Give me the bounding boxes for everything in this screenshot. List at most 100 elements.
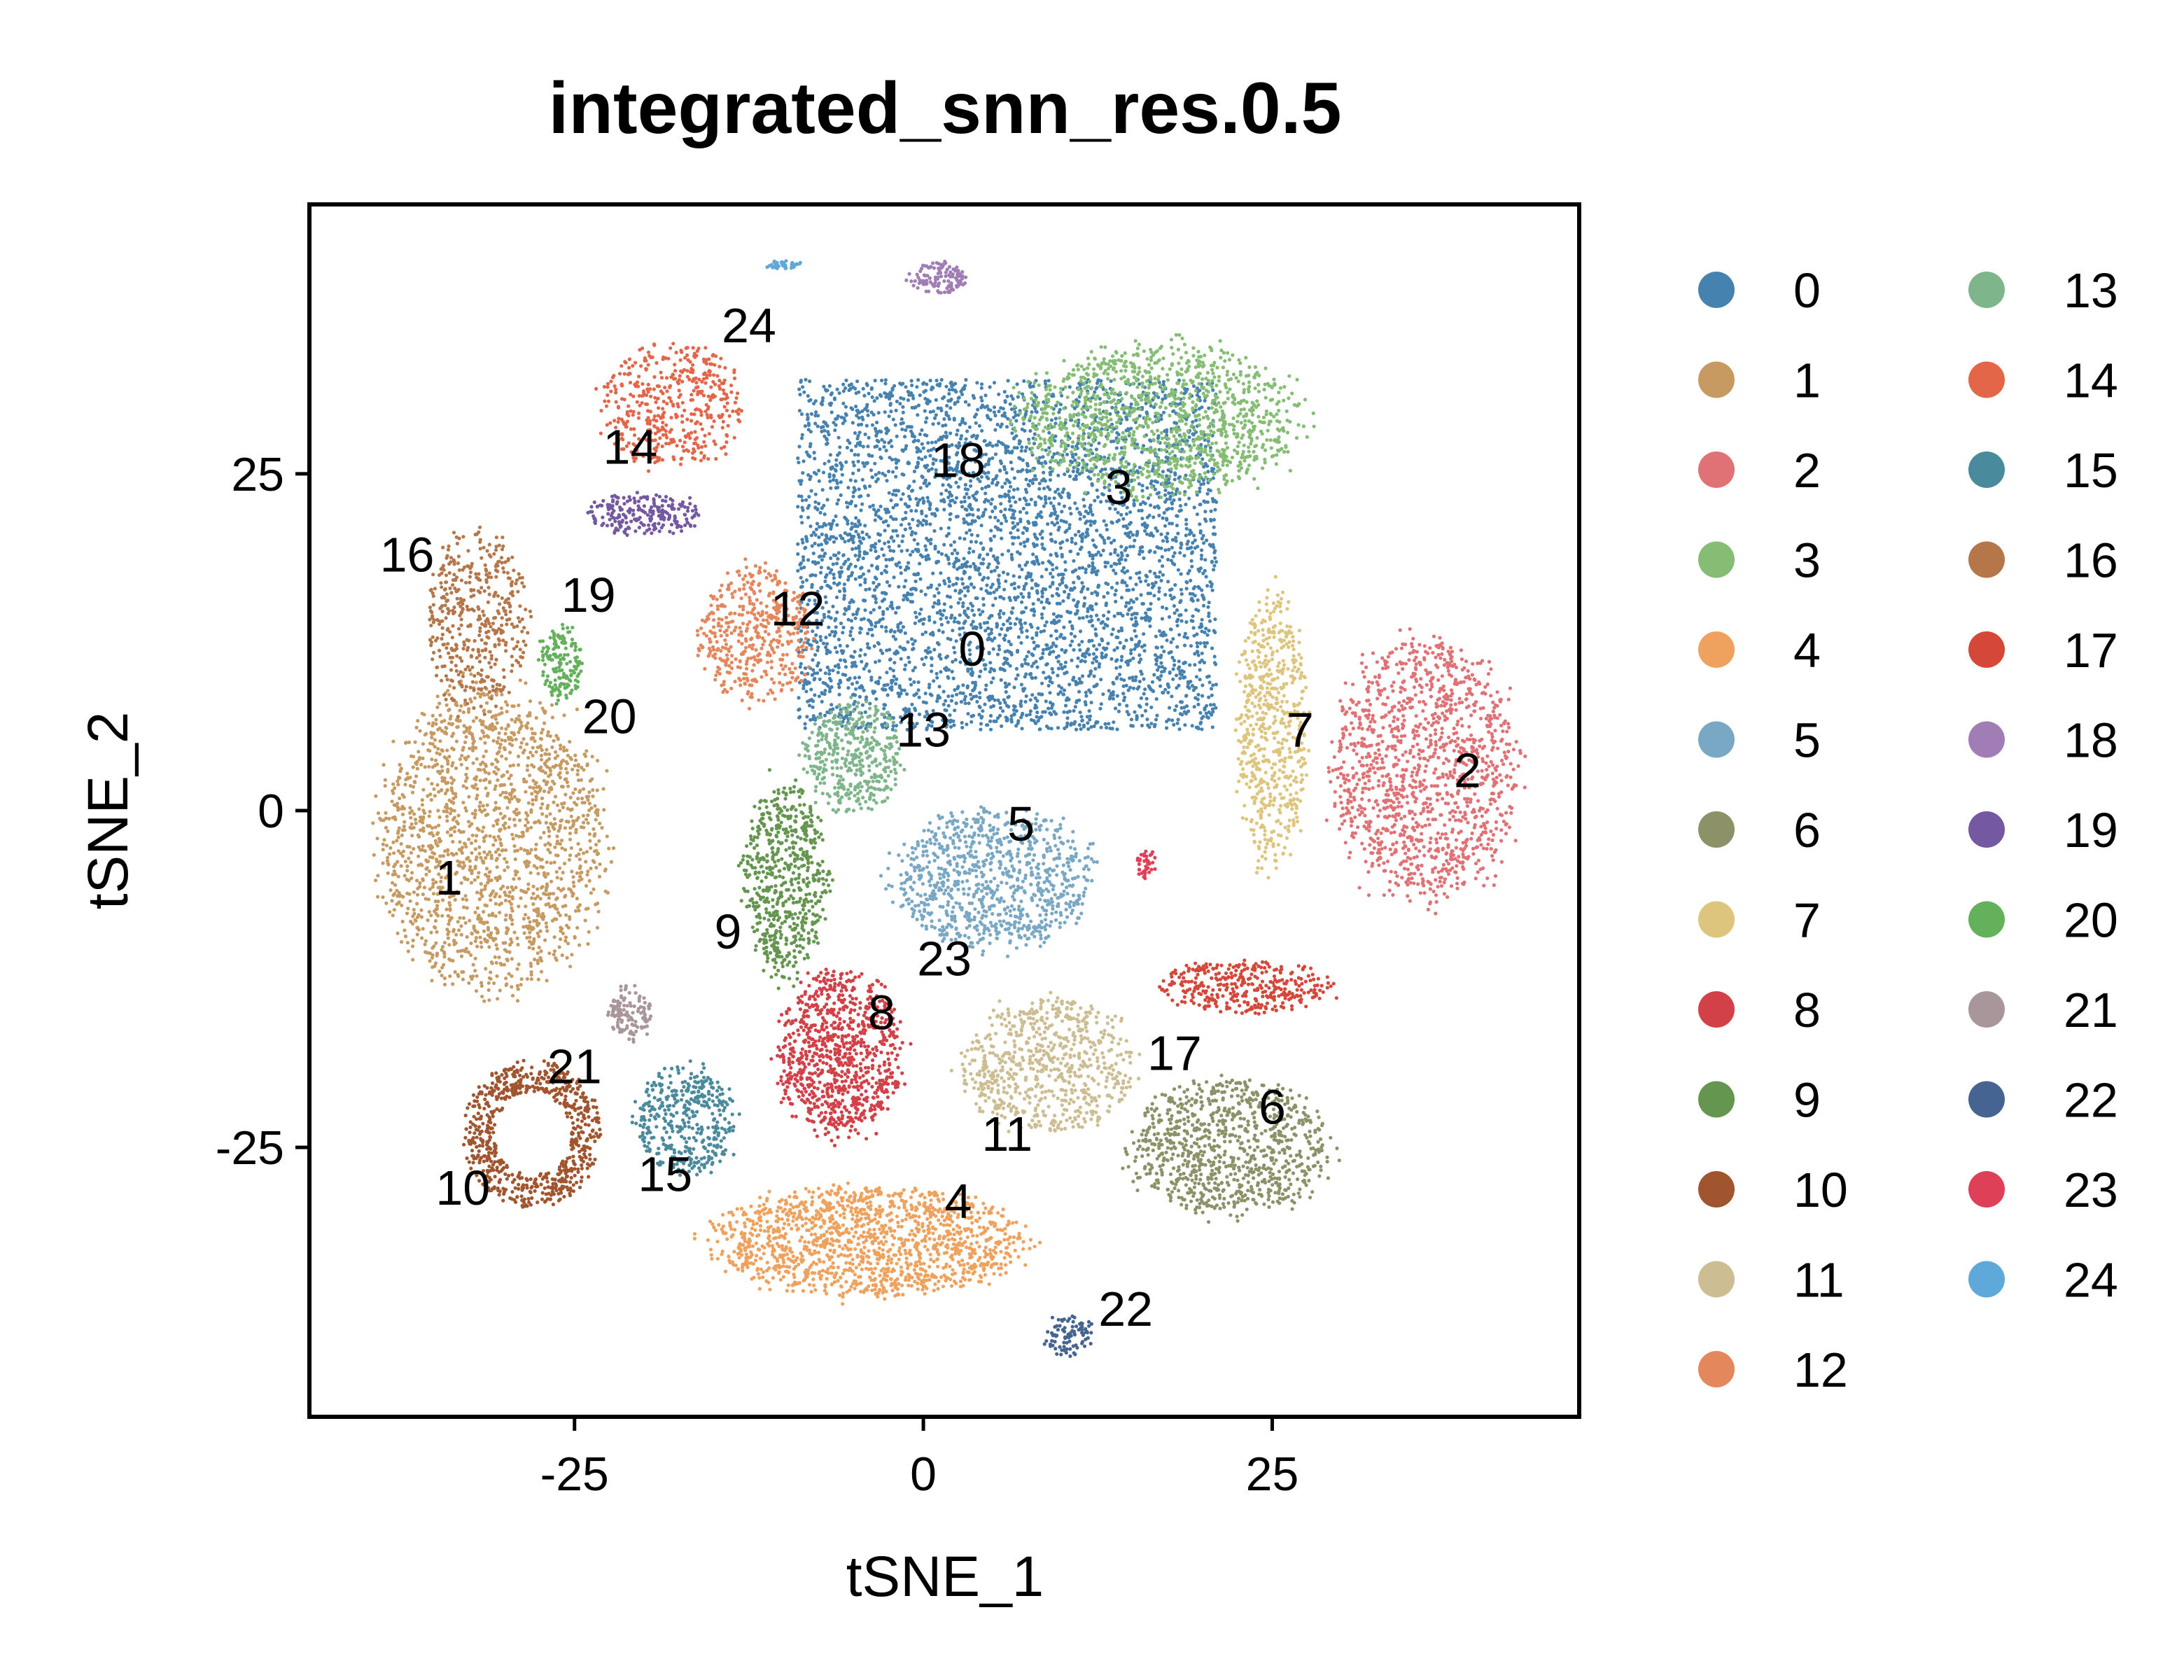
legend-label-18: 18: [2064, 713, 2118, 768]
cluster-label-2: 2: [1454, 743, 1481, 797]
cluster-label-22: 22: [1098, 1282, 1153, 1336]
cluster-label-18: 18: [931, 433, 986, 488]
cluster-24-points: [765, 259, 802, 271]
legend-swatch-19: [1968, 811, 2005, 848]
cluster-3-points: [1008, 332, 1316, 503]
legend-label-20: 20: [2064, 893, 2118, 948]
cluster-17-points: [1157, 958, 1338, 1016]
legend-swatch-4: [1698, 631, 1735, 668]
legend-swatch-15: [1968, 451, 2005, 488]
cluster-16-points: [428, 525, 533, 719]
legend-swatch-3: [1698, 541, 1735, 578]
legend-swatch-16: [1968, 541, 2005, 578]
legend-label-10: 10: [1793, 1163, 1848, 1217]
cluster-15-points: [630, 1059, 741, 1177]
cluster-label-12: 12: [771, 581, 825, 636]
cluster-label-24: 24: [722, 298, 776, 353]
y-tick-label: 25: [231, 448, 284, 501]
legend-swatch-17: [1968, 631, 2005, 668]
cluster-9-points: [736, 768, 834, 990]
cluster-label-23: 23: [917, 932, 972, 986]
cluster-label-5: 5: [1007, 797, 1035, 851]
legend-swatch-0: [1698, 272, 1735, 308]
cluster-label-0: 0: [958, 622, 986, 676]
legend-swatch-18: [1968, 721, 2005, 758]
chart-title: integrated_snn_res.0.5: [549, 68, 1342, 149]
legend-label-15: 15: [2064, 443, 2118, 498]
legend-swatch-12: [1698, 1351, 1735, 1387]
cluster-22-points: [1042, 1314, 1093, 1359]
cluster-20-points: [536, 622, 584, 706]
cluster-label-21: 21: [547, 1040, 602, 1094]
cluster-23-points: [1135, 849, 1157, 881]
y-tick-label: -25: [216, 1121, 284, 1175]
x-tick-label: 25: [1246, 1448, 1299, 1501]
legend-label-9: 9: [1793, 1073, 1821, 1128]
legend-swatch-14: [1968, 361, 2005, 398]
cluster-label-1: 1: [435, 850, 463, 905]
legend-label-17: 17: [2064, 623, 2118, 678]
legend-label-8: 8: [1793, 983, 1821, 1037]
cluster-2-points: [1324, 627, 1527, 916]
cluster-10-points: [462, 1058, 603, 1209]
legend-label-24: 24: [2064, 1253, 2118, 1308]
cluster-label-9: 9: [715, 904, 742, 959]
legend-label-3: 3: [1793, 533, 1821, 588]
legend-label-7: 7: [1793, 893, 1821, 948]
cluster-label-15: 15: [638, 1147, 692, 1202]
cluster-label-4: 4: [944, 1174, 972, 1228]
legend-swatch-13: [1968, 272, 2005, 308]
legend-swatch-9: [1698, 1081, 1735, 1118]
cluster-label-3: 3: [1105, 460, 1133, 514]
cluster-8-points: [769, 967, 913, 1148]
cluster-label-20: 20: [582, 689, 637, 743]
legend-swatch-23: [1968, 1171, 2005, 1208]
legend-label-11: 11: [1793, 1253, 1844, 1308]
cluster-12-points: [695, 557, 816, 710]
cluster-label-14: 14: [603, 419, 658, 474]
cluster-6-points: [1121, 1073, 1341, 1224]
legend-label-21: 21: [2064, 983, 2118, 1037]
cluster-7-points: [1233, 575, 1312, 880]
y-axis-label: tSNE_2: [76, 712, 140, 910]
x-tick-label: -25: [540, 1448, 609, 1501]
legend-label-14: 14: [2064, 354, 2118, 408]
cluster-5-points: [878, 805, 1099, 958]
legend-label-0: 0: [1793, 263, 1821, 318]
cluster-0-points: [796, 377, 1219, 732]
x-axis-ticks: -25 0 25: [540, 1417, 1299, 1501]
cluster-label-17: 17: [1147, 1026, 1202, 1080]
cluster-14-points: [594, 342, 743, 473]
x-axis-label: tSNE_1: [846, 1545, 1044, 1609]
legend-swatch-6: [1698, 811, 1735, 848]
legend-label-13: 13: [2064, 263, 2118, 318]
y-axis-ticks: -25 0 25: [216, 448, 309, 1175]
legend-swatch-24: [1968, 1261, 2005, 1298]
legend-swatch-20: [1968, 901, 2005, 938]
cluster-11-points: [949, 990, 1142, 1136]
cluster-label-10: 10: [435, 1161, 490, 1215]
cluster-label-19: 19: [561, 568, 616, 622]
legend-label-12: 12: [1793, 1343, 1848, 1397]
scatter-points: [371, 259, 1527, 1359]
cluster-19-points: [586, 491, 701, 537]
legend-swatch-1: [1698, 361, 1735, 398]
x-tick-label: 0: [910, 1448, 937, 1501]
legend-swatch-8: [1698, 991, 1735, 1028]
legend-label-5: 5: [1793, 713, 1821, 768]
legend-swatch-10: [1698, 1171, 1735, 1208]
legend-label-2: 2: [1793, 443, 1821, 498]
cluster-18-points: [904, 259, 968, 295]
legend-label-6: 6: [1793, 803, 1821, 858]
legend-label-4: 4: [1793, 623, 1821, 678]
y-tick-label: 0: [258, 785, 284, 838]
legend-label-22: 22: [2064, 1073, 2118, 1128]
legend-label-19: 19: [2064, 803, 2118, 858]
legend-swatch-21: [1968, 991, 2005, 1028]
cluster-label-16: 16: [380, 527, 435, 582]
legend-swatch-11: [1698, 1261, 1735, 1298]
cluster-label-11: 11: [981, 1107, 1032, 1161]
